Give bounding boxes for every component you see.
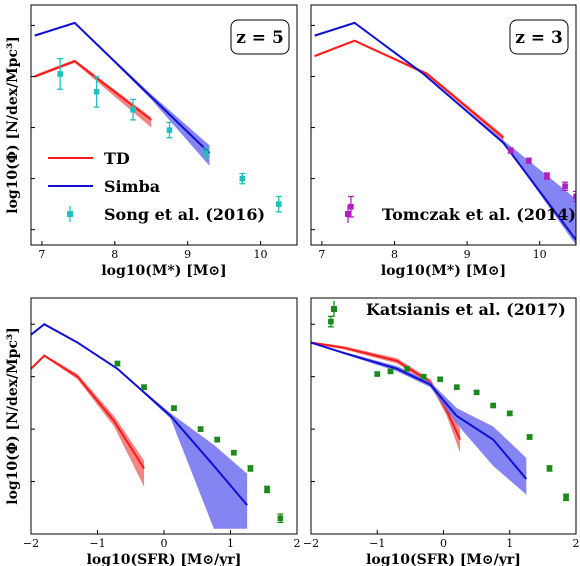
data-point — [387, 368, 394, 375]
data-point — [328, 318, 334, 325]
axes-frame — [30, 4, 298, 246]
axes-frame — [310, 4, 577, 246]
legend-marker — [331, 306, 337, 312]
line-simba — [31, 323, 248, 506]
data-point — [114, 360, 121, 367]
data-point — [264, 486, 270, 493]
x-axis-label: log10(SFR) [M⊙/yr] — [87, 552, 242, 566]
data-point — [203, 150, 209, 156]
data-point — [231, 449, 237, 456]
x-tick-label: 2 — [573, 537, 580, 550]
data-point — [490, 402, 496, 409]
x-tick-label: −1 — [369, 537, 385, 550]
data-point — [507, 147, 514, 154]
legend-label: Tomczak et al. (2014) — [382, 205, 576, 224]
x-tick-label: 2 — [294, 537, 301, 550]
data-point — [526, 157, 532, 164]
x-tick-label: −1 — [89, 537, 105, 550]
panel-top-left: 7 8 9 10 log10(M*) [M⊙] log10(Φ) [N/dex/Mpc³]… — [5, 4, 298, 279]
x-tick-label: 0 — [161, 537, 168, 550]
x-axis-label: log10(M*) [M⊙] — [381, 263, 506, 279]
line-td — [31, 354, 145, 469]
plot-area — [31, 323, 284, 529]
band-simba — [31, 324, 248, 529]
x-tick-label: −2 — [303, 537, 319, 550]
redshift-box — [509, 19, 569, 55]
data-point — [141, 384, 147, 390]
data-point — [453, 384, 460, 390]
x-tick-label: 9 — [184, 248, 191, 261]
data-point — [275, 201, 282, 207]
data-point — [546, 465, 553, 472]
x-tick-label: 8 — [391, 248, 398, 261]
x-axis-label: log10(SFR) [M⊙/yr] — [366, 552, 521, 566]
line-simba — [34, 21, 211, 154]
data-point — [214, 436, 220, 443]
x-tick-label: 10 — [254, 248, 268, 261]
legend-label: TD — [104, 149, 130, 168]
line-td — [314, 39, 505, 139]
data-point — [437, 376, 443, 383]
y-axis-label: log10(Φ) [N/dex/Mpc³] — [5, 327, 21, 505]
data-point — [544, 173, 550, 179]
data-point — [348, 203, 354, 210]
x-tick-label: 7 — [38, 248, 45, 261]
x-tick-label: 10 — [533, 248, 547, 261]
band-td — [31, 354, 145, 487]
data-point — [404, 366, 410, 372]
data-point — [171, 405, 177, 411]
x-tick-label: 7 — [318, 248, 325, 261]
axes-frame — [310, 297, 577, 535]
redshift-label: z = 3 — [515, 28, 563, 48]
data-point — [247, 465, 254, 472]
legend-marker — [67, 211, 73, 217]
line-td — [311, 341, 461, 441]
x-tick-label: −2 — [23, 537, 39, 550]
data-point — [573, 193, 576, 200]
x-tick-label: 8 — [111, 248, 118, 261]
legend: Tomczak et al. (2014) — [345, 205, 576, 224]
x-axis-label: log10(M*) [M⊙] — [101, 263, 226, 279]
data-point — [473, 389, 480, 396]
data-point — [526, 434, 533, 440]
band-td — [314, 39, 504, 141]
x-tick-label: 1 — [506, 537, 513, 550]
panel-top-right: 7 8 9 10 log10(M*) [M⊙] z = 3 Tomczak et al. (… — [310, 4, 577, 279]
y-axis-label: log10(Φ) [N/dex/Mpc³] — [5, 36, 21, 214]
redshift-label: z = 5 — [236, 28, 284, 48]
legend: Katsianis et al. (2017) — [331, 300, 566, 319]
x-tick-label: 0 — [440, 537, 447, 550]
plot-area — [311, 315, 570, 502]
data-point — [197, 426, 204, 432]
data-point — [420, 373, 427, 380]
line-simba — [314, 21, 576, 241]
data-point — [277, 515, 284, 522]
data-point — [239, 175, 246, 182]
band-simba — [311, 342, 527, 495]
legend-label: Katsianis et al. (2017) — [366, 300, 566, 319]
legend-label: Simba — [104, 177, 160, 196]
panel-bottom-left: −2 −1 0 1 2 log10(SFR) [M⊙/yr] log10(Φ) [N/dex… — [5, 297, 301, 566]
data-point — [93, 89, 100, 95]
data-point — [130, 106, 136, 113]
data-point — [562, 183, 568, 190]
redshift-box — [230, 19, 290, 55]
panel-top-right-bottom: −2 −1 0 1 2 log10(SFR) [M⊙/yr] Katsianis et al… — [303, 297, 580, 566]
x-tick-label: 9 — [464, 248, 471, 261]
line-td — [34, 60, 152, 121]
legend-marker — [345, 211, 351, 217]
line-simba — [311, 341, 528, 480]
x-tick-label: 1 — [227, 537, 234, 550]
data-point — [563, 494, 569, 501]
data-point — [57, 71, 63, 77]
data-point — [166, 127, 173, 133]
axes-frame — [30, 297, 298, 535]
plot-area — [34, 21, 282, 213]
legend-label: Song et al. (2016) — [104, 205, 265, 224]
legend: TD Simba Song et al. (2016) — [48, 149, 265, 224]
band-simba — [34, 22, 210, 166]
data-point — [506, 410, 513, 417]
data-point — [374, 371, 381, 377]
